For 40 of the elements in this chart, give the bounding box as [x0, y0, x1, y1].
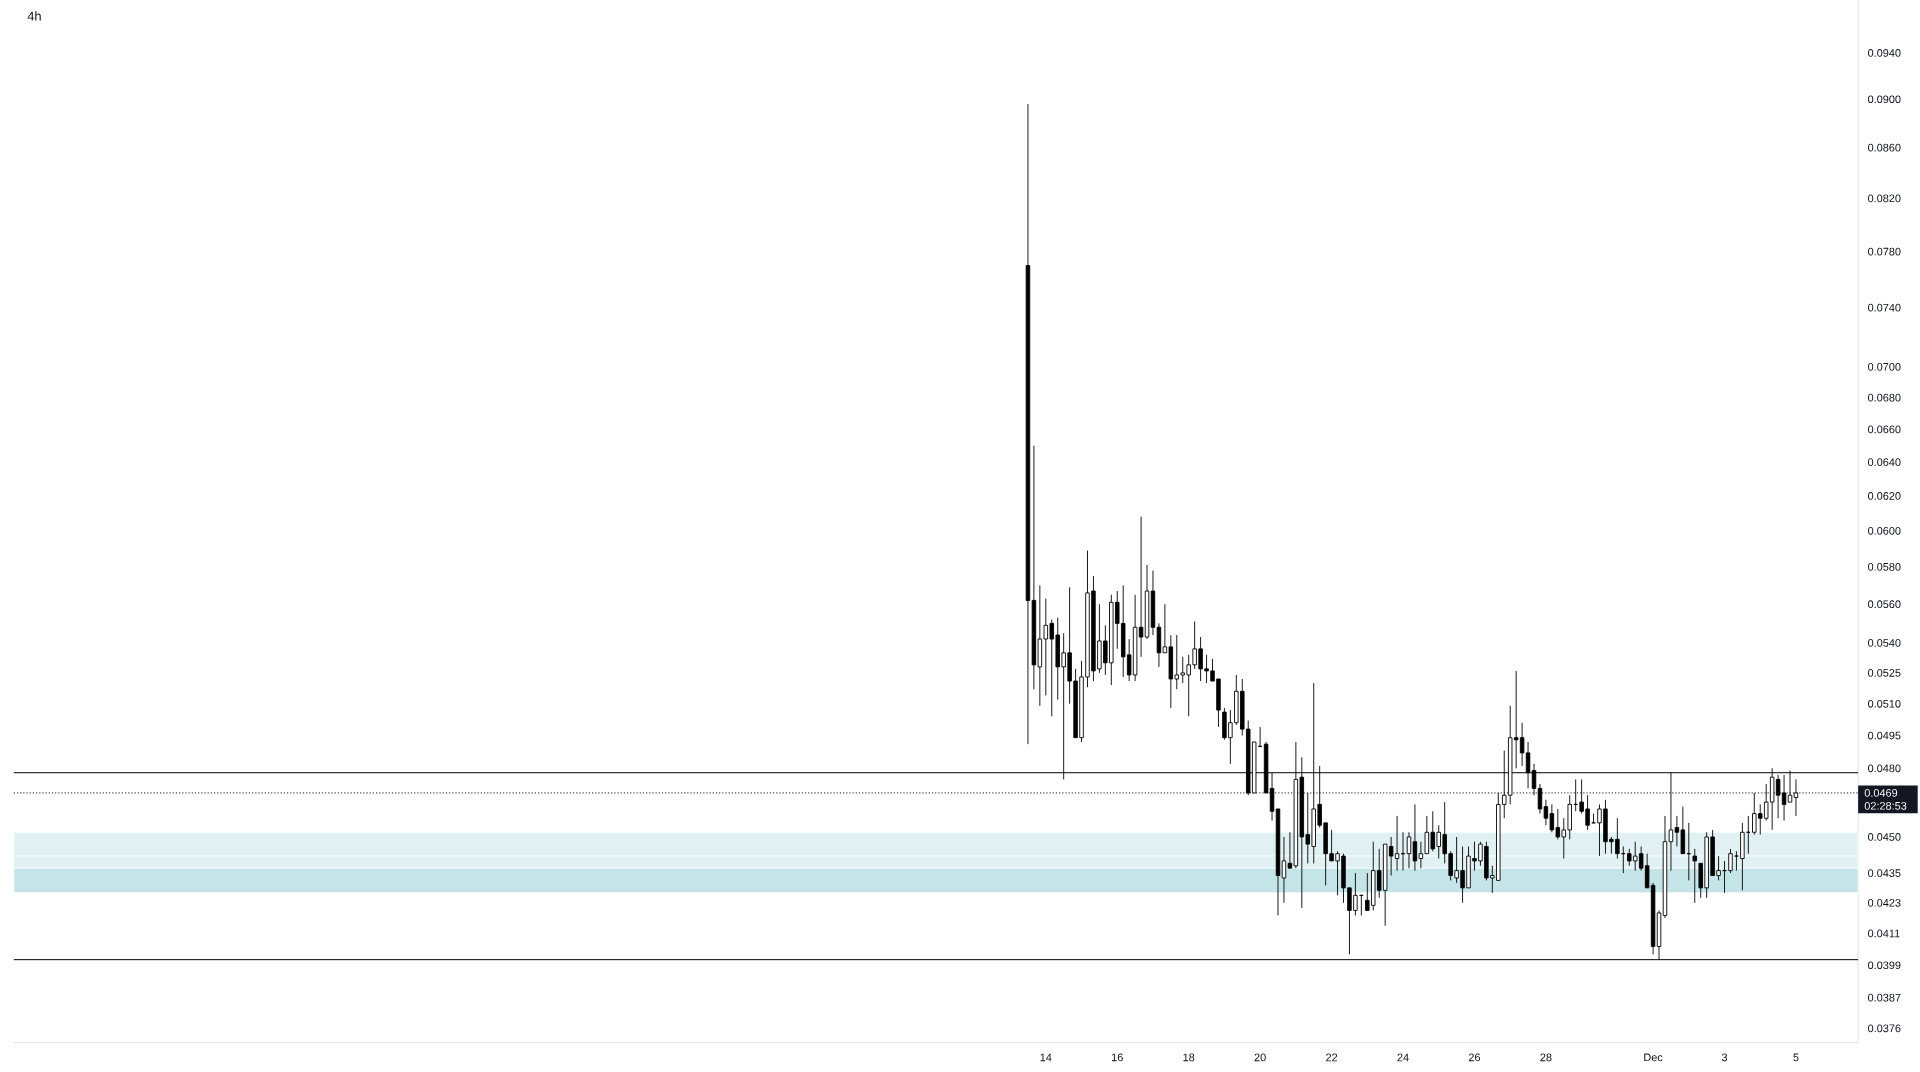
x-tick-label: 5 — [1793, 1053, 1799, 1062]
y-tick-label: 0.0450 — [1868, 833, 1901, 841]
x-tick-label: 22 — [1326, 1053, 1338, 1062]
y-tick-label: 0.0510 — [1868, 699, 1901, 708]
y-tick-label: 0.0411 — [1868, 929, 1900, 938]
y-tick-label: 0.0480 — [1868, 764, 1901, 773]
y-tick-label: 0.0540 — [1868, 638, 1901, 647]
x-tick-label: 26 — [1468, 1053, 1481, 1062]
y-tick-label: 0.0860 — [1868, 143, 1901, 152]
x-tick-label: 16 — [1112, 1053, 1123, 1062]
y-tick-label: 0.0660 — [1868, 425, 1901, 434]
x-tick-label: Dec — [1644, 1053, 1663, 1062]
x-tick-label: 24 — [1397, 1053, 1409, 1062]
text: 4h — [27, 11, 41, 21]
y-tick-label: 0.0780 — [1868, 247, 1901, 256]
y-tick-label: 0.0740 — [1868, 303, 1901, 312]
y-tick-label: 0.0387 — [1868, 993, 1901, 1002]
ref-line-label: 0.0469 — [1864, 788, 1898, 797]
y-tick-label: 0.0640 — [1868, 458, 1901, 466]
y-tick-label: 0.0495 — [1868, 731, 1901, 740]
y-tick-label: 0.0700 — [1868, 362, 1901, 371]
x-tick-label: 3 — [1721, 1053, 1728, 1062]
x-tick-label: 28 — [1540, 1053, 1552, 1062]
y-tick-label: 0.0423 — [1868, 898, 1901, 907]
x-tick-label: 14 — [1040, 1053, 1052, 1062]
y-tick-label: 0.0560 — [1868, 600, 1901, 608]
x-tick-label: 20 — [1254, 1053, 1266, 1062]
y-tick-label: 0.0940 — [1868, 49, 1901, 57]
y-tick-label: 0.0525 — [1868, 668, 1901, 677]
y-tick-label: 0.0680 — [1868, 393, 1901, 402]
y-tick-label: 0.0376 — [1868, 1024, 1901, 1033]
text: 02:28:53 — [1864, 801, 1907, 810]
y-tick-label: 0.0820 — [1868, 194, 1901, 203]
y-tick-label: 0.0580 — [1868, 562, 1901, 571]
y-tick-label: 0.0620 — [1868, 491, 1901, 500]
x-tick-label: 18 — [1183, 1053, 1195, 1062]
y-tick-label: 0.0900 — [1868, 95, 1901, 104]
y-tick-label: 0.0600 — [1868, 526, 1901, 535]
y-tick-label: 0.0399 — [1868, 961, 1901, 969]
y-tick-label: 0.0435 — [1868, 869, 1901, 877]
